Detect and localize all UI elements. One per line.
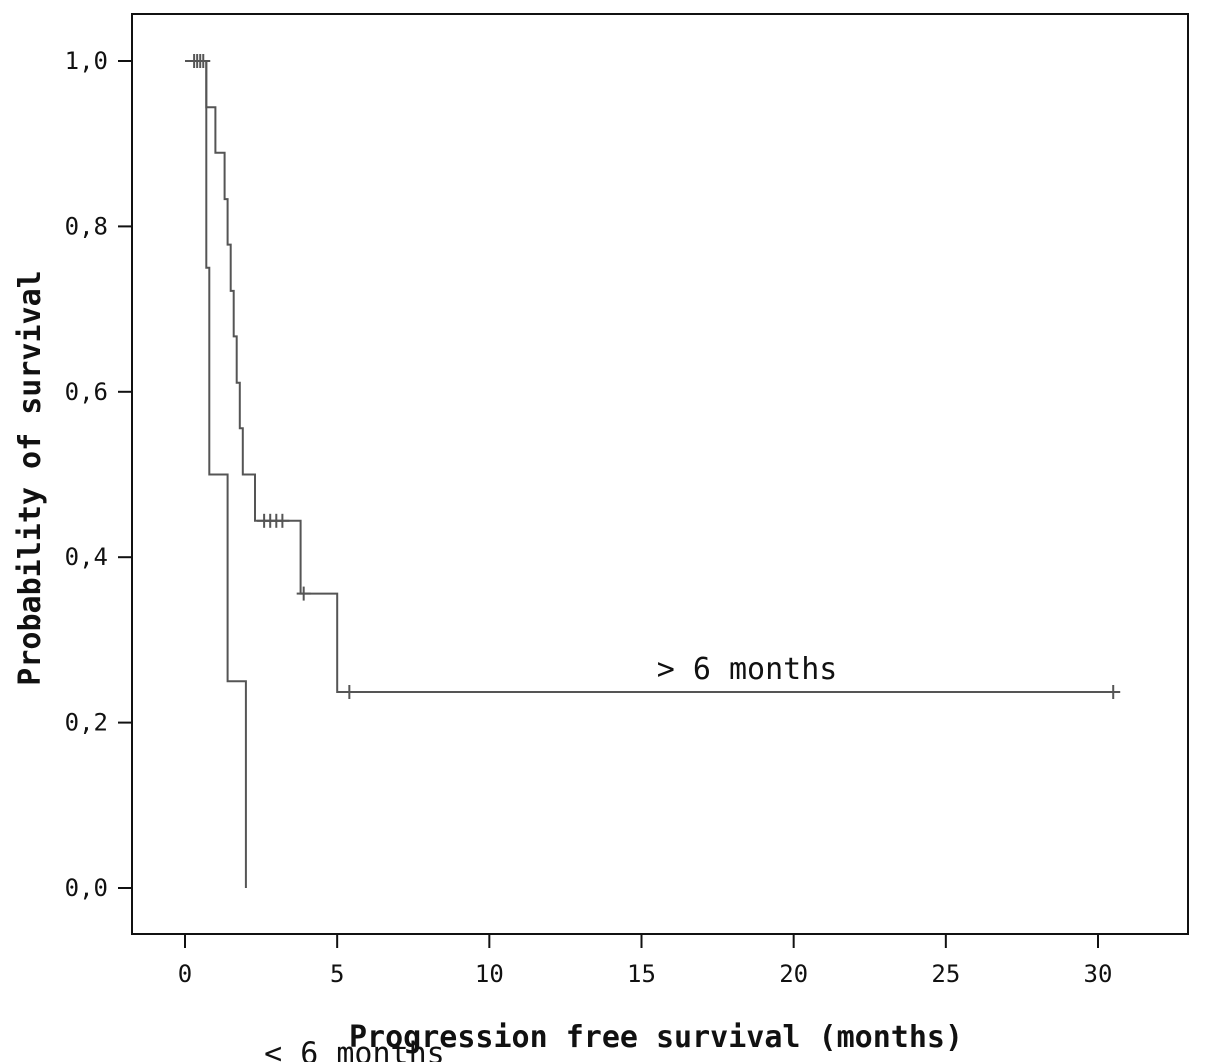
censor-mark bbox=[342, 685, 357, 700]
x-tick-label: 15 bbox=[627, 960, 656, 988]
y-tick-label: 0,0 bbox=[65, 874, 108, 902]
x-tick-label: 10 bbox=[475, 960, 504, 988]
series-annotation: < 6 months bbox=[264, 1036, 445, 1062]
y-tick-label: 0,2 bbox=[65, 709, 108, 737]
y-tick-label: 0,6 bbox=[65, 378, 108, 406]
series-annotation: > 6 months bbox=[657, 652, 838, 687]
survival-curves bbox=[185, 60, 1114, 888]
x-axis-title: Progression free survival (months) bbox=[349, 1020, 963, 1055]
censor-mark bbox=[296, 586, 311, 601]
censor-mark bbox=[275, 513, 290, 528]
y-tick-label: 0,8 bbox=[65, 212, 108, 240]
plot-frame bbox=[131, 13, 1189, 935]
y-tick-label: 1,0 bbox=[65, 47, 108, 75]
survival-curve-gt-6-months bbox=[185, 60, 1114, 693]
x-tick-label: 5 bbox=[330, 960, 344, 988]
y-axis-title: Probability of survival bbox=[13, 270, 48, 685]
censor-mark bbox=[196, 54, 211, 68]
survival-curve-lt-6-months bbox=[185, 60, 247, 888]
x-tick-label: 0 bbox=[178, 960, 192, 988]
censor-marks bbox=[187, 54, 1121, 700]
y-axis: 0,0 0,2 0,4 0,6 0,8 1,0 bbox=[65, 47, 132, 902]
x-tick-label: 20 bbox=[779, 960, 808, 988]
x-tick-label: 25 bbox=[931, 960, 960, 988]
censor-mark bbox=[1106, 685, 1121, 700]
series-annotations: > 6 months < 6 months bbox=[264, 652, 837, 1062]
x-axis: 0 5 10 15 20 25 30 bbox=[178, 934, 1113, 988]
y-tick-label: 0,4 bbox=[65, 543, 108, 571]
x-tick-label: 30 bbox=[1084, 960, 1113, 988]
